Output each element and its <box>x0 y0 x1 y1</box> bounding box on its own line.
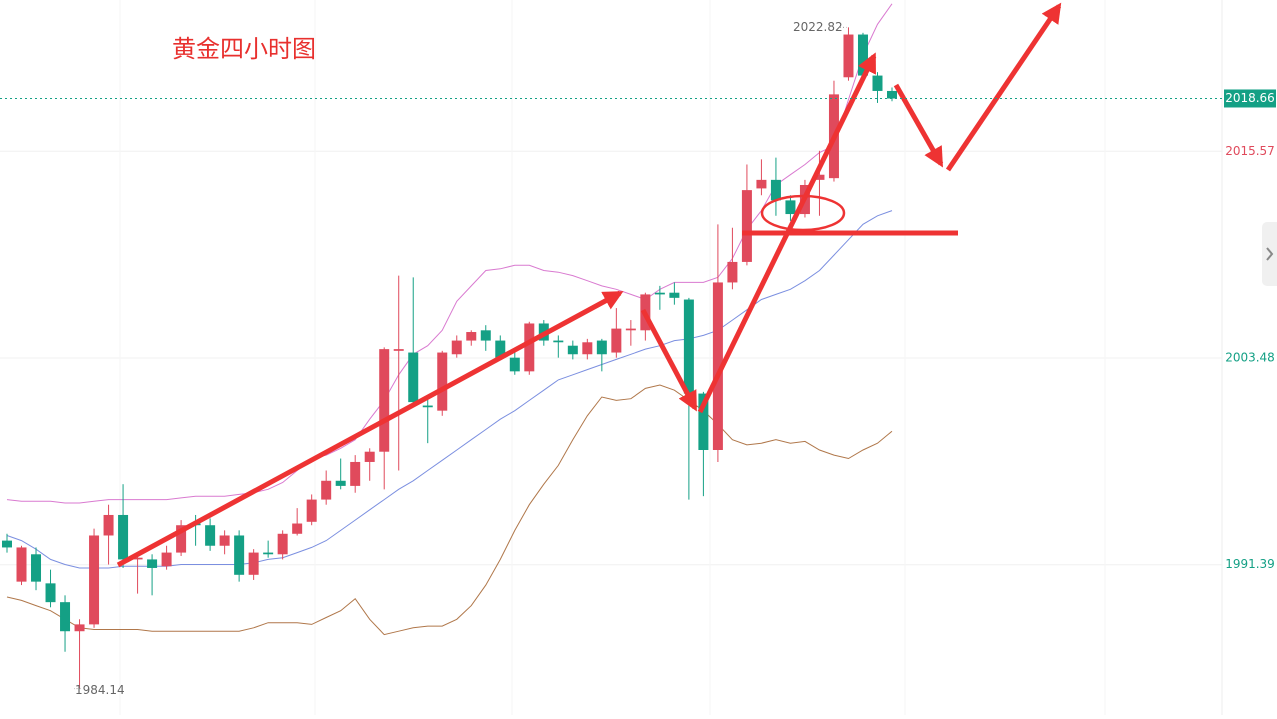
candle-body <box>335 480 346 486</box>
bands <box>6 3 893 636</box>
band-line <box>6 384 893 636</box>
candle-body <box>872 75 883 91</box>
chevron[interactable] <box>1266 247 1274 261</box>
candle-body <box>74 624 85 632</box>
candle-body <box>350 461 361 486</box>
candle-body <box>770 179 781 201</box>
candle-body <box>393 349 404 351</box>
y-tick-label: 2015.57 <box>1225 144 1275 158</box>
candle-body <box>45 583 56 603</box>
candle-body <box>712 282 723 450</box>
candle-body <box>596 340 607 355</box>
candle-body <box>161 552 172 567</box>
candle-body <box>437 352 448 411</box>
highlight-ellipse <box>760 194 846 232</box>
candle-body <box>234 535 245 575</box>
candle-body <box>611 328 622 353</box>
candle-body <box>625 328 636 331</box>
candle-body <box>16 547 27 582</box>
arrow <box>640 308 698 412</box>
band-line <box>6 210 893 569</box>
candle-body <box>495 340 506 358</box>
candle-body <box>31 554 42 582</box>
candle-body <box>524 323 535 372</box>
candle-body <box>727 261 738 283</box>
side-tab-bg[interactable] <box>1262 222 1277 286</box>
candle-body <box>741 190 752 262</box>
candle-body <box>263 552 274 555</box>
side-tab[interactable] <box>1262 222 1277 286</box>
max-label: 2022.82 <box>793 20 843 34</box>
band-line <box>6 3 893 504</box>
candle-body <box>480 330 491 341</box>
candle-body <box>887 90 897 99</box>
candle-body <box>60 602 71 632</box>
candle-body <box>89 535 100 625</box>
candle-body <box>669 292 680 298</box>
candle-body <box>118 514 129 560</box>
candle-body <box>654 292 665 295</box>
candle-body <box>321 480 332 500</box>
candle-body <box>103 514 114 536</box>
candle-body <box>756 179 767 189</box>
candle-body <box>422 405 433 408</box>
candle-body <box>698 393 709 450</box>
candle-body <box>582 342 593 355</box>
candle-body <box>466 332 477 341</box>
candle-body <box>785 200 796 215</box>
annotations <box>116 2 1062 568</box>
candle-body <box>306 499 317 522</box>
candle-body <box>814 174 825 180</box>
candle-body <box>408 352 419 403</box>
candle-body <box>277 533 288 555</box>
y-tick-label: 1991.39 <box>1225 557 1275 571</box>
candle-body <box>843 34 854 78</box>
candle-body <box>364 451 375 462</box>
candle-body <box>205 525 216 546</box>
arrow <box>893 83 944 168</box>
candle-body <box>176 525 187 553</box>
candle-body <box>2 540 12 548</box>
arrow <box>116 290 624 568</box>
grid <box>0 150 1222 566</box>
chart-title: 黄金四小时图 <box>172 35 316 63</box>
candle-body <box>379 349 390 452</box>
y-tick-label: 2003.48 <box>1225 351 1275 365</box>
candle-body <box>683 299 694 394</box>
candle-body <box>248 552 259 575</box>
current-price-box <box>1224 89 1276 108</box>
candle-body <box>567 345 578 355</box>
candle-body <box>219 535 230 546</box>
candles <box>2 27 897 689</box>
candle-body <box>147 559 158 568</box>
candle-body <box>553 340 564 343</box>
candle-body <box>292 523 303 534</box>
candle-body <box>132 557 143 560</box>
current-price-label: 2018.66 <box>1225 91 1275 105</box>
min-label: 1984.14 <box>75 683 125 697</box>
candle-body <box>509 357 520 372</box>
candle-body <box>451 340 462 355</box>
arrow <box>945 2 1062 172</box>
